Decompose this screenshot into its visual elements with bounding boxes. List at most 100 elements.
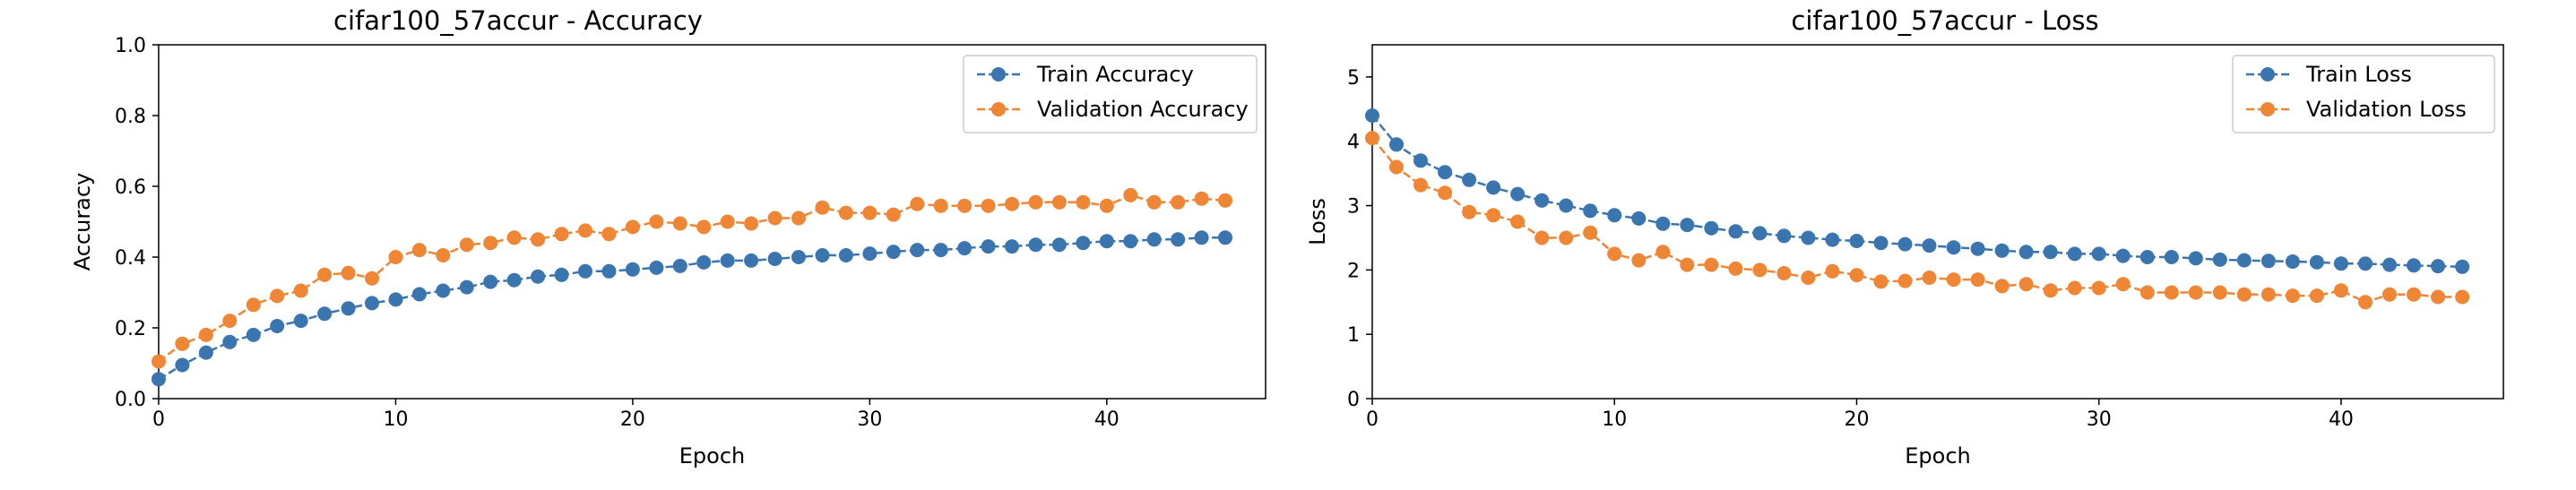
legend-marker [2260, 67, 2275, 82]
data-point [791, 211, 806, 226]
data-point [1171, 232, 1186, 247]
data-point [1873, 274, 1889, 289]
legend-entry: Train Loss [2246, 62, 2412, 87]
data-point [222, 334, 238, 349]
data-point [2382, 287, 2397, 302]
data-point [838, 248, 853, 262]
y-tick-label: 0.4 [115, 247, 146, 270]
data-point [2188, 251, 2203, 266]
plot-area-frame [158, 44, 1266, 400]
legend-box [2232, 55, 2495, 133]
data-point [1922, 238, 1937, 254]
data-point [151, 354, 166, 369]
data-point [270, 319, 285, 333]
data-point [341, 301, 356, 316]
x-tick-label: 40 [1094, 408, 1119, 431]
data-point [886, 245, 901, 260]
data-point [1123, 234, 1138, 249]
legend-box [963, 55, 1258, 133]
x-tick-label: 10 [383, 408, 408, 431]
data-point [2407, 287, 2421, 302]
data-point [2455, 259, 2470, 274]
series-line [158, 193, 1226, 363]
data-point [1486, 180, 1501, 195]
data-point [1680, 218, 1695, 233]
series-line [158, 236, 1225, 381]
data-point [2188, 285, 2203, 300]
legend: Train Accuracy Validation Accuracy [963, 55, 1258, 133]
data-point [293, 283, 308, 298]
data-point [1728, 261, 1743, 276]
data-point [246, 327, 261, 342]
legend-marker [2260, 102, 2275, 116]
data-point [1534, 193, 1550, 208]
legend-label: Train Accuracy [1036, 62, 1194, 87]
data-point [1365, 131, 1379, 146]
data-point [1389, 159, 1404, 175]
accuracy-chart: cifar100_57accur - Accuracy 0 10 20 30 40 0.… [70, 5, 1266, 469]
data-point [459, 237, 474, 253]
data-point [2309, 288, 2324, 304]
x-axis: 0 10 20 30 40 [1366, 399, 2354, 431]
data-point [1559, 230, 1574, 245]
data-point [317, 306, 333, 322]
x-axis: 0 10 20 30 40 [152, 399, 1119, 431]
series-layer [1365, 108, 2470, 310]
data-point [459, 279, 474, 295]
data-point [1218, 193, 1232, 208]
data-point [1438, 165, 1453, 180]
x-tick-label: 20 [1844, 408, 1869, 431]
data-point [1897, 236, 1913, 252]
x-tick-label: 0 [152, 408, 165, 431]
data-point [1099, 198, 1114, 213]
x-tick-label: 10 [1602, 408, 1627, 431]
data-point [720, 253, 735, 268]
data-point [1583, 225, 1598, 240]
data-point [601, 263, 617, 279]
data-point [2091, 280, 2106, 296]
data-point [672, 258, 687, 273]
legend-marker [991, 67, 1006, 82]
data-point [981, 239, 996, 254]
data-point [1873, 236, 1889, 251]
data-point [1631, 211, 1647, 226]
data-point [1825, 263, 1840, 279]
data-point [2236, 253, 2252, 268]
series-layer [151, 187, 1232, 387]
data-point [1946, 272, 1961, 288]
data-point [531, 269, 546, 284]
data-point [1146, 194, 1162, 210]
plot-area-frame [1371, 44, 2504, 400]
data-point [2212, 285, 2227, 300]
data-point [1583, 203, 1598, 219]
data-point [388, 292, 403, 307]
data-point [2164, 285, 2179, 300]
data-point [1897, 273, 1913, 288]
data-point [1631, 253, 1647, 268]
data-point [957, 198, 972, 213]
data-point [151, 372, 166, 387]
data-point [2018, 245, 2034, 260]
data-point [672, 216, 687, 231]
legend: Train Loss Validation Loss [2232, 55, 2495, 133]
y-tick-label: 1.0 [115, 35, 146, 57]
data-point [2407, 258, 2421, 273]
data-point [1655, 245, 1671, 260]
data-point [910, 243, 925, 258]
data-point [1849, 268, 1864, 283]
data-point [2431, 259, 2445, 274]
data-point [1005, 196, 1019, 211]
loss-chart: cifar100_57accur - Loss 0 10 20 30 40 0 1 2 3 4 5… [1305, 5, 2504, 469]
data-point [341, 265, 356, 280]
data-point [1028, 237, 1043, 253]
data-point [1051, 194, 1067, 210]
y-tick-label: 0.0 [115, 389, 146, 411]
data-point [2285, 288, 2300, 304]
data-point [531, 232, 546, 247]
data-point [270, 288, 285, 304]
legend-entry: Validation Loss [2246, 97, 2467, 122]
data-point [2260, 254, 2276, 269]
data-point [1194, 191, 1209, 206]
data-point [1752, 226, 1768, 241]
data-point [2115, 248, 2131, 263]
